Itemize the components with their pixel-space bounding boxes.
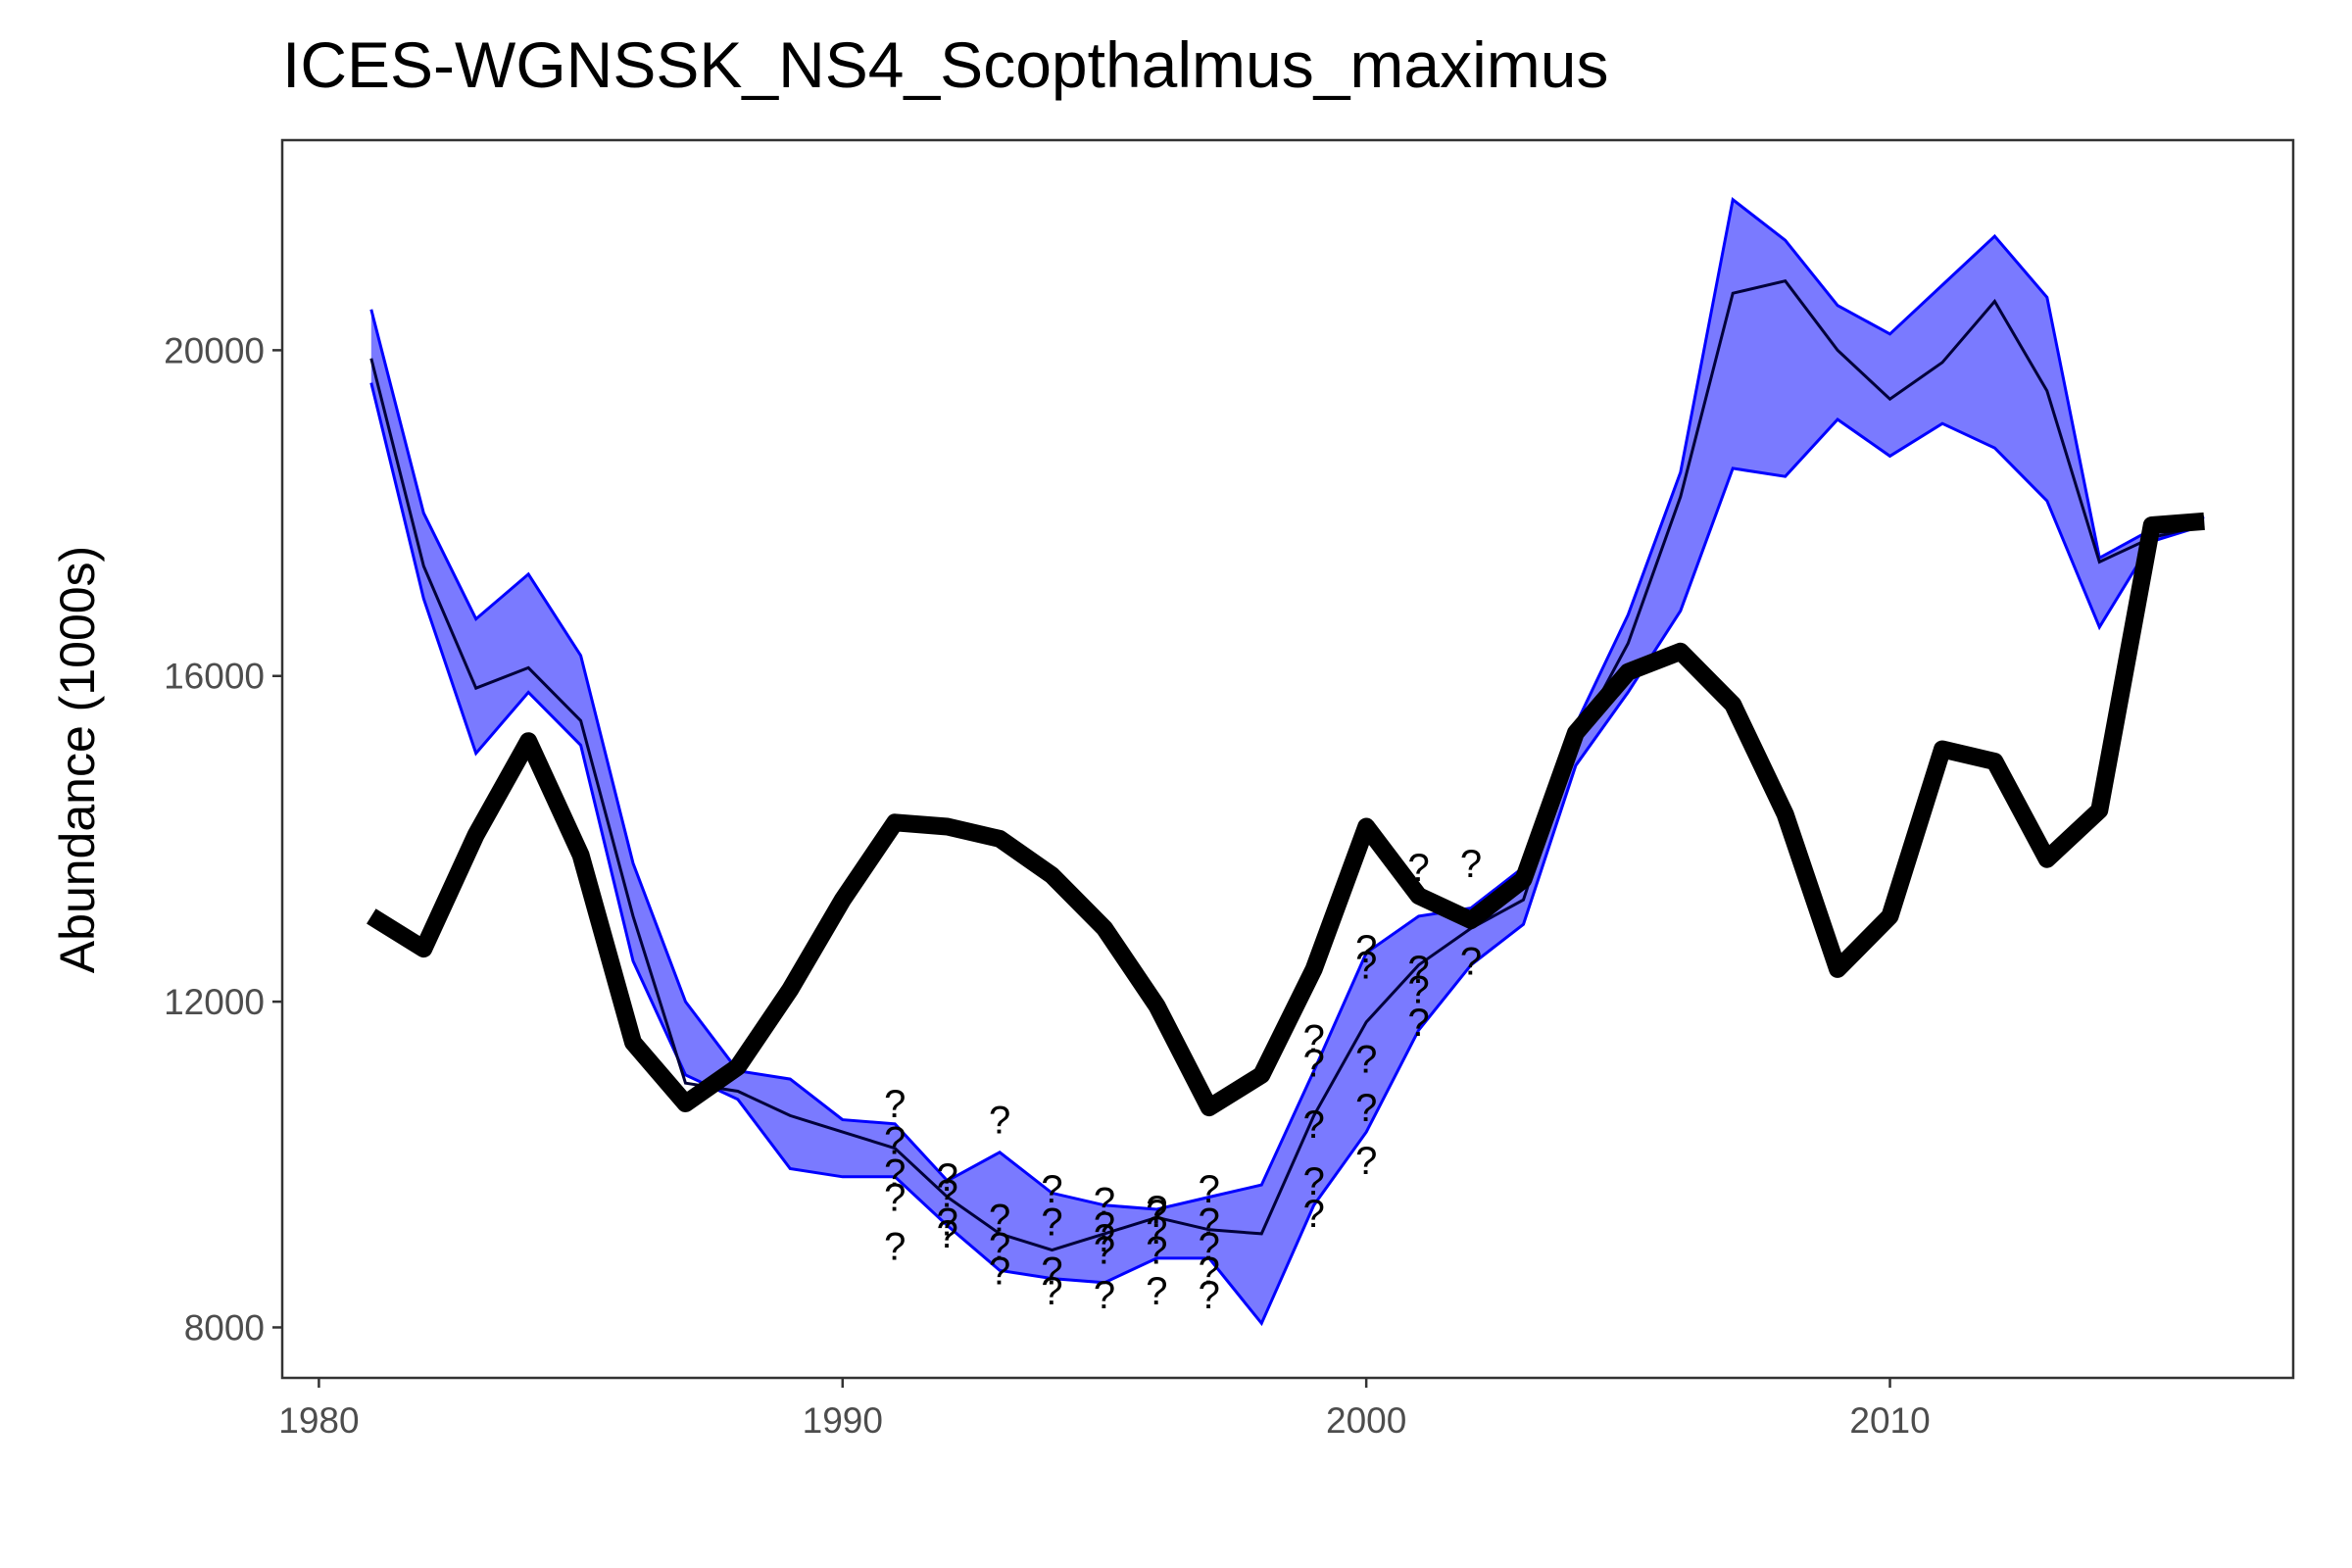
upper-bound-line [369,197,2205,1211]
question-mark-annotation: ? [1355,1140,1377,1183]
question-mark-annotation: ? [1041,1270,1062,1313]
question-mark-annotation: ? [884,1177,906,1220]
question-mark-annotation: ? [1094,1230,1115,1273]
question-mark-annotation: ? [1407,949,1429,992]
question-mark-annotation: ? [1146,1209,1167,1252]
question-mark-annotation: ? [937,1156,958,1200]
question-mark-annotation: ? [1407,969,1429,1012]
question-mark-annotation: ? [1199,1225,1220,1268]
question-mark-annotation: ? [989,1250,1010,1293]
question-mark-annotation: ? [1199,1201,1220,1245]
question-mark-annotation: ? [1303,1018,1325,1061]
question-mark-annotation: ? [1146,1270,1167,1313]
question-mark-annotation: ? [1355,945,1377,988]
panel-border [280,138,2295,1380]
question-mark-annotation: ? [1146,1193,1167,1236]
question-mark-annotation: ? [1199,1274,1220,1317]
x-tick-label: 1980 [278,1400,359,1441]
question-mark-annotation: ? [1094,1217,1115,1260]
question-mark-annotation: ? [1199,1168,1220,1211]
question-mark-annotation: ? [1303,1193,1325,1236]
question-mark-annotation: ? [937,1201,958,1245]
y-tick-label: 12000 [164,982,265,1022]
question-mark-annotation: ? [1199,1250,1220,1293]
question-mark-annotation: ? [937,1213,958,1256]
question-mark-annotation: ? [1407,1002,1429,1045]
uncertainty-band [370,199,2205,1324]
x-tick-label: 2010 [1849,1400,1930,1441]
question-mark-annotation: ? [989,1225,1010,1268]
question-mark-annotation: ? [1094,1274,1115,1317]
question-mark-annotation: ? [1355,928,1377,971]
y-tick-label: 20000 [164,330,265,370]
question-mark-annotation: ? [1146,1230,1167,1273]
axes: 8000 12000 16000 20000 1980 1990 2000 2010 [164,330,1931,1441]
question-mark-annotation: ? [884,1119,906,1162]
question-mark-annotation: ? [1041,1201,1062,1245]
y-tick-label: 8000 [184,1307,265,1348]
y-axis-title: Abundance (1000s) [50,546,105,973]
x-tick-label: 1990 [803,1400,883,1441]
question-mark-annotation: ? [884,1225,906,1268]
median-line [369,279,2205,1252]
question-mark-annotation: ? [1146,1189,1167,1232]
question-mark-annotation: ? [1303,1042,1325,1085]
y-tick-label: 16000 [164,657,265,697]
question-mark-annotation: ? [937,1172,958,1215]
question-mark-annotation: ? [1355,1038,1377,1081]
question-mark-annotation: ? [1303,1103,1325,1147]
question-mark-annotation: ? [1041,1168,1062,1211]
question-mark-annotation: ? [1303,1160,1325,1203]
question-mark-annotation: ? [989,1100,1010,1143]
question-mark-annotation: ? [1460,843,1482,886]
chart-title: ICES-WGNSSK_NS4_Scopthalmus_maximus [282,28,1609,101]
plot-area: ????????????????????????????????????????… [367,197,2205,1327]
question-mark-annotation: ? [884,1083,906,1126]
question-mark-annotation: ? [1041,1250,1062,1293]
question-mark-annotation: ? [989,1197,1010,1240]
question-mark-annotation: ? [1460,941,1482,984]
question-mark-annotation: ? [884,1152,906,1196]
question-mark-annotation: ? [1094,1181,1115,1224]
x-tick-label: 2000 [1326,1400,1406,1441]
observed-line [367,512,2205,1117]
question-mark-annotation: ? [1094,1205,1115,1249]
question-mark-annotation: ? [1355,1087,1377,1130]
